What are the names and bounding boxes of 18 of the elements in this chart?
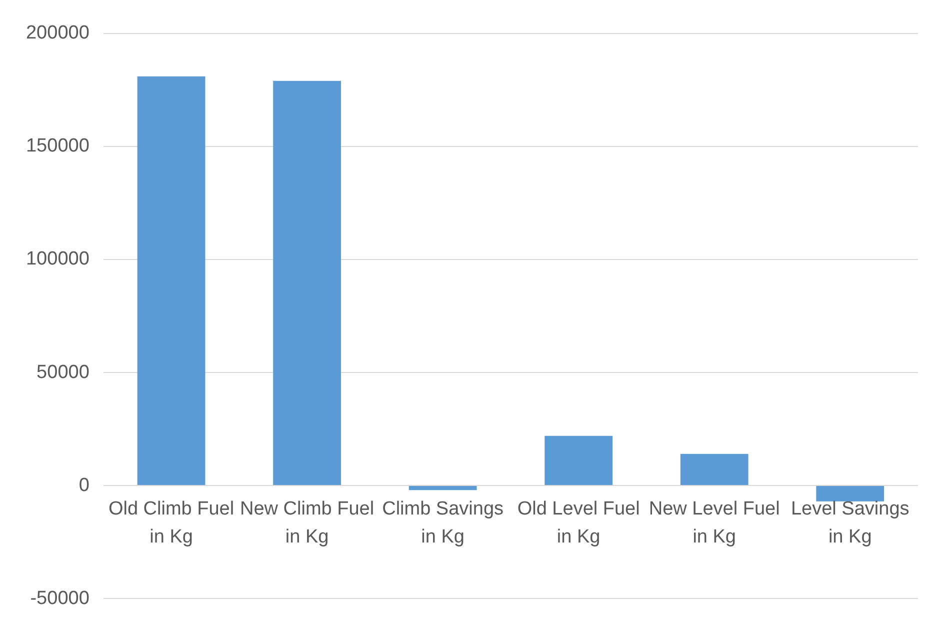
y-tick-label: 200000 bbox=[26, 22, 90, 44]
x-tick-label: Level Savings in Kg bbox=[790, 498, 910, 548]
x-tick-label: New Climb Fuel in Kg bbox=[240, 498, 374, 548]
y-tick-label: -50000 bbox=[30, 588, 90, 609]
x-tick-label: Old Climb Fuel in Kg bbox=[108, 498, 234, 548]
bar bbox=[408, 486, 477, 490]
y-tick-label: 150000 bbox=[26, 136, 90, 157]
y-tick-label: 100000 bbox=[26, 248, 90, 270]
x-tick-label: New Level Fuel in Kg bbox=[648, 498, 780, 548]
y-tick-label: 50000 bbox=[36, 362, 90, 383]
bar bbox=[680, 454, 748, 486]
bar bbox=[816, 486, 884, 502]
x-tick-label: Old Level Fuel in Kg bbox=[517, 498, 640, 548]
bar bbox=[273, 80, 341, 486]
bar bbox=[544, 436, 613, 486]
bar bbox=[137, 76, 206, 486]
y-tick-label: 0 bbox=[78, 474, 90, 496]
x-tick-label: Climb Savings in Kg bbox=[382, 498, 504, 548]
